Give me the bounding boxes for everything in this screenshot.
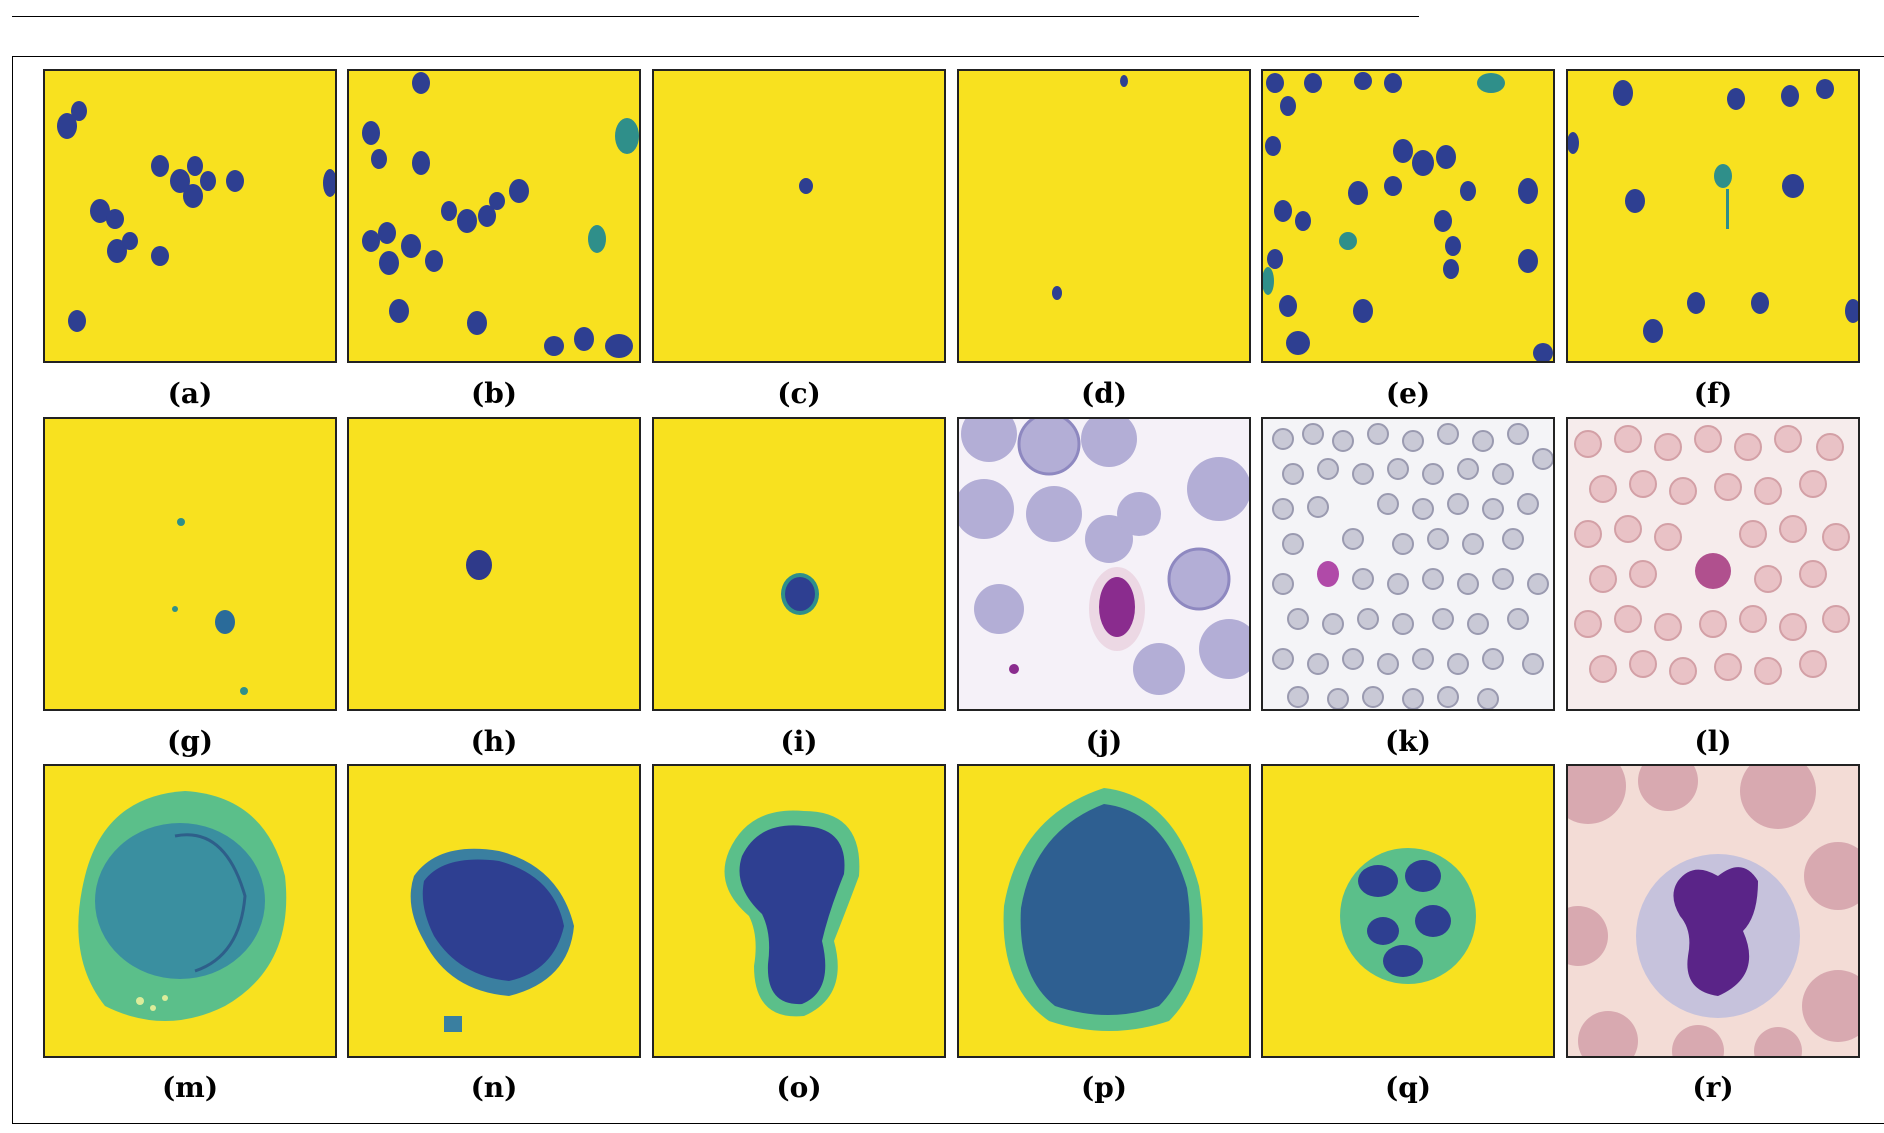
panel-r-image	[1566, 764, 1860, 1058]
panel-a-caption: (a)	[167, 377, 213, 410]
panel-d-mask	[959, 71, 1249, 361]
panel-q-caption: (q)	[1384, 1071, 1432, 1104]
panel-l-caption: (l)	[1694, 725, 1732, 758]
panel-m-image	[43, 764, 337, 1058]
panel-n-image	[347, 764, 641, 1058]
panel-j-smear	[959, 419, 1249, 709]
panel-o-image	[652, 764, 946, 1058]
panel-p-image	[957, 764, 1251, 1058]
panel-k-image	[1261, 417, 1555, 711]
panel-b-caption: (b)	[470, 377, 518, 410]
panel-f-caption: (f)	[1693, 377, 1733, 410]
panel-h-mask	[349, 419, 639, 709]
panel-q-image	[1261, 764, 1555, 1058]
panel-r-caption: (r)	[1692, 1071, 1734, 1104]
panel-c-mask	[654, 71, 944, 361]
panel-l-image	[1566, 417, 1860, 711]
figure-frame	[12, 56, 1884, 1124]
panel-c-caption: (c)	[777, 377, 821, 410]
panel-d-image	[957, 69, 1251, 363]
panel-g-caption: (g)	[166, 725, 214, 758]
panel-l-smear	[1568, 419, 1858, 709]
panel-o-caption: (o)	[776, 1071, 822, 1104]
panel-f-mask	[1568, 71, 1858, 361]
panel-e-caption: (e)	[1385, 377, 1431, 410]
panel-k-smear	[1263, 419, 1553, 709]
panel-o-mask	[654, 766, 944, 1056]
panel-g-mask	[45, 419, 335, 709]
panel-e-mask	[1263, 71, 1553, 361]
panel-r-smear	[1568, 766, 1858, 1056]
panel-k-caption: (k)	[1385, 725, 1431, 758]
panel-i-caption: (i)	[780, 725, 818, 758]
panel-a-mask	[45, 71, 335, 361]
panel-i-image	[652, 417, 946, 711]
panel-p-mask	[959, 766, 1249, 1056]
top-rule	[12, 16, 1419, 17]
panel-j-caption: (j)	[1085, 725, 1123, 758]
panel-d-caption: (d)	[1080, 377, 1128, 410]
panel-b-mask	[349, 71, 639, 361]
panel-j-image	[957, 417, 1251, 711]
panel-n-mask	[349, 766, 639, 1056]
panel-e-image	[1261, 69, 1555, 363]
panel-h-caption: (h)	[470, 725, 518, 758]
panel-p-caption: (p)	[1080, 1071, 1128, 1104]
panel-m-mask	[45, 766, 335, 1056]
panel-g-image	[43, 417, 337, 711]
panel-h-image	[347, 417, 641, 711]
panel-q-mask	[1263, 766, 1553, 1056]
panel-f-image	[1566, 69, 1860, 363]
panel-b-image	[347, 69, 641, 363]
panel-i-mask	[654, 419, 944, 709]
panel-n-caption: (n)	[470, 1071, 518, 1104]
panel-a-image	[43, 69, 337, 363]
panel-c-image	[652, 69, 946, 363]
panel-m-caption: (m)	[161, 1071, 219, 1104]
